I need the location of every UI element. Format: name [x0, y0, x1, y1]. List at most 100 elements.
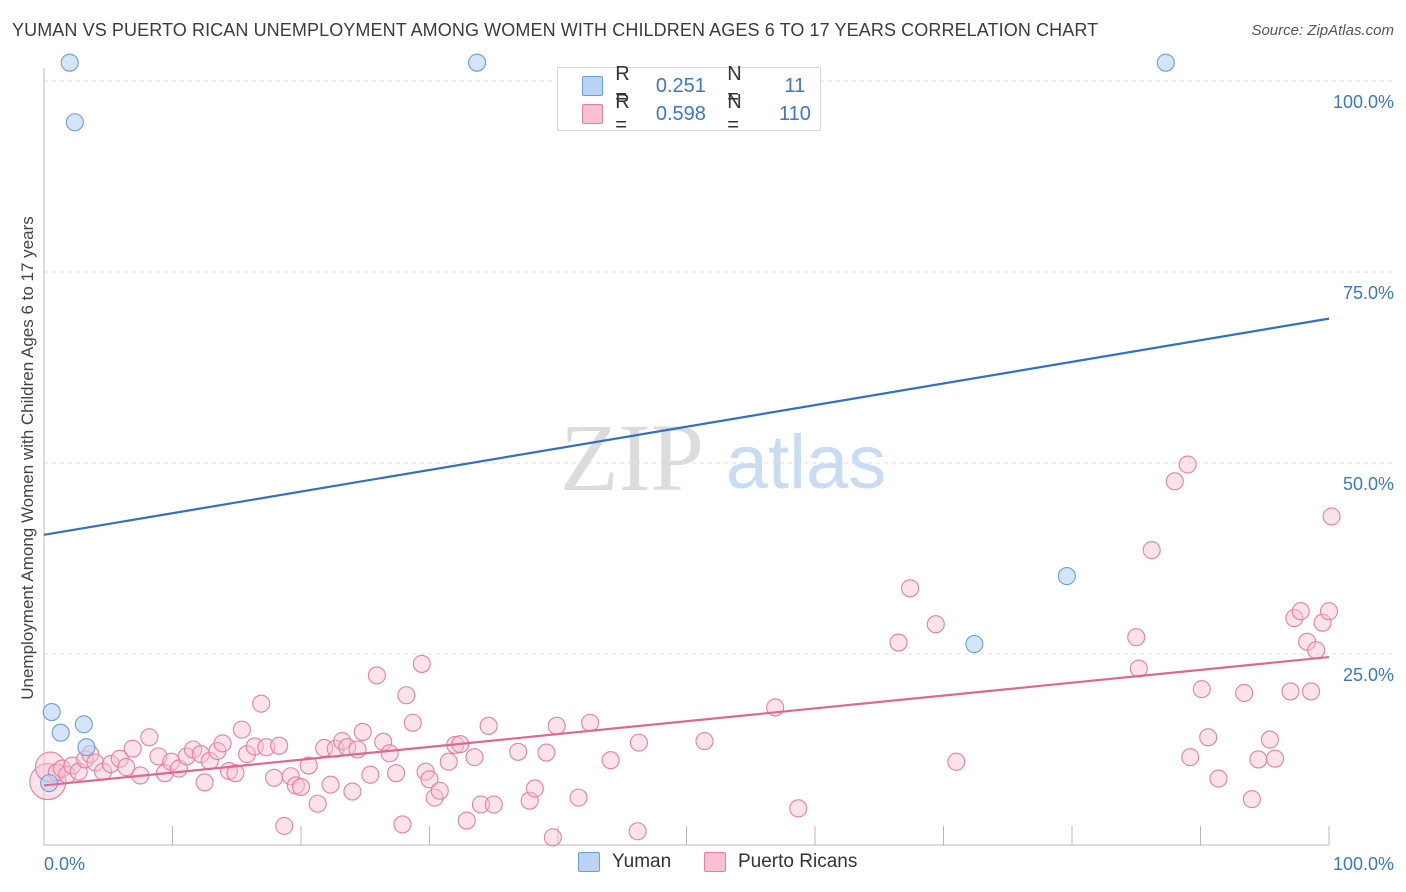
n-value-yuman: 11: [784, 74, 806, 97]
puerto-ricans-points: [29, 455, 1341, 847]
puerto-ricans-point: [361, 765, 380, 784]
legend-row-puerto-ricans: R = 0.598 N = 110: [582, 91, 820, 136]
puerto-ricans-point: [270, 736, 289, 755]
puerto-ricans-point: [430, 781, 449, 800]
puerto-ricans-point: [484, 795, 503, 814]
yuman-point: [42, 703, 61, 722]
puerto-ricans-point: [343, 782, 362, 801]
r-value-yuman: 0.251: [655, 74, 706, 97]
puerto-ricans-point: [1301, 682, 1321, 701]
puerto-ricans-point: [789, 799, 808, 818]
puerto-ricans-legend-swatch: [704, 852, 726, 872]
puerto-ricans-point: [299, 756, 318, 775]
puerto-ricans-point: [291, 777, 311, 796]
puerto-ricans-point: [1291, 602, 1310, 621]
yuman-point: [40, 774, 59, 793]
puerto-ricans-point: [393, 815, 412, 834]
puerto-ricans-point: [1281, 682, 1300, 701]
stats-legend: R = 0.251 N = 11 R = 0.598 N = 110: [557, 63, 821, 136]
puerto-ricans-point: [275, 816, 294, 835]
puerto-ricans-point: [1181, 748, 1200, 767]
puerto-ricans-point: [439, 752, 458, 771]
puerto-ricans-point: [889, 633, 908, 652]
puerto-ricans-point: [1285, 609, 1304, 628]
puerto-ricans-point: [403, 713, 422, 732]
puerto-ricans-point: [695, 732, 714, 751]
puerto-ricans-point: [321, 775, 340, 794]
n-value-puerto-ricans: 110: [778, 102, 811, 125]
puerto-ricans-point: [353, 722, 372, 741]
yuman-legend-swatch: [578, 852, 600, 872]
puerto-ricans-point: [252, 694, 271, 713]
puerto-ricans-point: [457, 811, 476, 830]
puerto-ricans-point: [901, 579, 920, 598]
puerto-ricans-point: [629, 733, 649, 752]
yuman-point: [467, 53, 487, 72]
puerto-ricans-point: [140, 728, 159, 747]
puerto-ricans-trend-line: [43, 655, 1330, 787]
puerto-ricans-point: [1142, 541, 1161, 560]
series-legend: Yuman Puerto Ricans: [0, 851, 1406, 877]
x-tick-label: 100.0%: [1333, 854, 1394, 874]
yuman-point: [74, 715, 93, 734]
legend-item-yuman[interactable]: Yuman: [578, 851, 671, 873]
r-value-puerto-ricans: 0.598: [655, 102, 706, 125]
puerto-ricans-point: [1322, 507, 1341, 526]
y-tick-label: 25.0%: [1343, 665, 1394, 685]
puerto-ricans-point: [471, 795, 490, 814]
y-axis-label: Unemployment Among Women with Children A…: [18, 216, 37, 700]
puerto-ricans-point: [1235, 683, 1254, 703]
legend-label-yuman: Yuman: [612, 851, 672, 872]
tick-labels: 25.0% 50.0% 75.0% 100.0% 0.0% 100.0%: [44, 92, 1394, 874]
puerto-ricans-point: [232, 720, 251, 739]
puerto-ricans-point: [397, 686, 416, 705]
puerto-ricans-point: [1192, 680, 1211, 699]
chart-title: YUMAN VS PUERTO RICAN UNEMPLOYMENT AMONG…: [12, 20, 1099, 40]
watermark: ZIP atlas: [560, 404, 886, 511]
puerto-ricans-point: [308, 794, 327, 813]
puerto-ricans-point: [213, 734, 232, 753]
yuman-point: [65, 113, 84, 132]
puerto-ricans-point: [926, 615, 945, 634]
puerto-ricans-point: [581, 713, 600, 732]
legend-row-yuman: R = 0.251 N = 11: [582, 63, 820, 108]
puerto-ricans-point: [237, 745, 257, 764]
n-label: N =: [727, 91, 742, 136]
puerto-ricans-point: [1199, 728, 1218, 747]
puerto-ricans-point: [547, 716, 566, 735]
yuman-points: [40, 53, 1175, 793]
puerto-ricans-swatch: [582, 104, 604, 124]
puerto-ricans-point: [123, 739, 142, 758]
puerto-ricans-point: [195, 773, 214, 792]
puerto-ricans-point: [525, 779, 544, 798]
puerto-ricans-point: [226, 764, 245, 783]
n-label: N =: [727, 63, 742, 108]
puerto-ricans-point: [420, 770, 439, 789]
yuman-point: [77, 738, 96, 757]
puerto-ricans-point: [374, 732, 393, 751]
puerto-ricans-point: [479, 716, 498, 735]
yuman-point: [965, 635, 984, 654]
puerto-ricans-point: [628, 822, 647, 841]
trend-lines: [43, 317, 1330, 787]
puerto-ricans-point: [177, 747, 196, 766]
watermark-zip: ZIP: [560, 404, 704, 511]
legend-item-puerto-ricans[interactable]: Puerto Ricans: [704, 851, 857, 873]
legend-label-puerto-ricans: Puerto Ricans: [738, 851, 858, 872]
puerto-ricans-point: [601, 751, 620, 770]
source-label: Source: ZipAtlas.com: [1251, 22, 1394, 39]
yuman-point: [1156, 53, 1175, 72]
puerto-ricans-point: [1307, 641, 1326, 660]
y-tick-label: 50.0%: [1343, 474, 1394, 494]
grid-lines: [44, 80, 1394, 655]
puerto-ricans-point: [1127, 628, 1146, 647]
puerto-ricans-point: [465, 748, 484, 767]
puerto-ricans-point: [1165, 472, 1184, 491]
puerto-ricans-point: [1209, 769, 1228, 788]
watermark-atlas: atlas: [726, 420, 887, 505]
puerto-ricans-point: [1242, 790, 1261, 809]
yuman-point: [60, 53, 79, 72]
puerto-ricans-point: [117, 758, 136, 777]
puerto-ricans-point: [509, 742, 528, 761]
